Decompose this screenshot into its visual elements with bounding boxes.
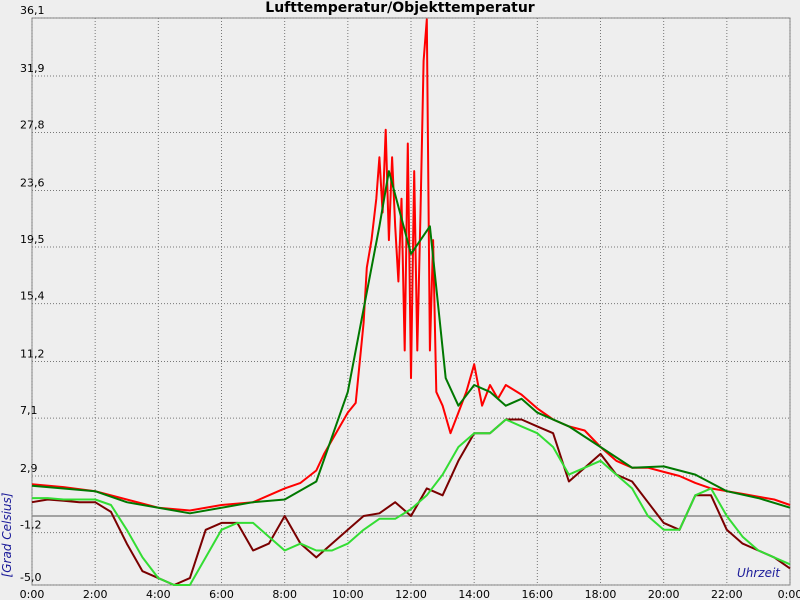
x-tick-label: 18:00 (585, 588, 617, 600)
y-tick-label: 2,9 (20, 462, 38, 475)
x-axis-label: Uhrzeit (737, 566, 781, 580)
series-line (31, 18, 791, 512)
x-tick-label: 0:00 (20, 588, 45, 600)
x-tick-label: 10:00 (332, 588, 364, 600)
x-tick-label: 22:00 (711, 588, 743, 600)
x-tick-label: 4:00 (146, 588, 171, 600)
y-tick-label: 36,1 (20, 4, 45, 17)
x-tick-label: 16:00 (521, 588, 553, 600)
x-tick-label: 20:00 (648, 588, 680, 600)
x-tick-label: 6:00 (209, 588, 234, 600)
y-tick-label: 31,9 (20, 62, 45, 75)
y-tick-label: 19,5 (20, 233, 45, 246)
y-tick-label: -5,0 (20, 571, 41, 584)
series-line (31, 170, 791, 515)
y-tick-label: 27,8 (20, 119, 45, 132)
y-axis-label: [Grad Celsius] (0, 492, 14, 577)
y-tick-label: 23,6 (20, 176, 45, 189)
x-tick-label: 0:00 (778, 588, 800, 600)
series-line (32, 418, 791, 586)
y-tick-label: -1,2 (20, 519, 41, 532)
x-tick-label: 12:00 (395, 588, 427, 600)
x-tick-label: 8:00 (272, 588, 297, 600)
chart-title: Lufttemperatur/Objekttemperatur (265, 0, 535, 16)
x-tick-label: 2:00 (83, 588, 108, 600)
y-tick-label: 7,1 (20, 404, 38, 417)
y-tick-label: 15,4 (20, 290, 45, 303)
x-tick-label: 14:00 (458, 588, 490, 600)
